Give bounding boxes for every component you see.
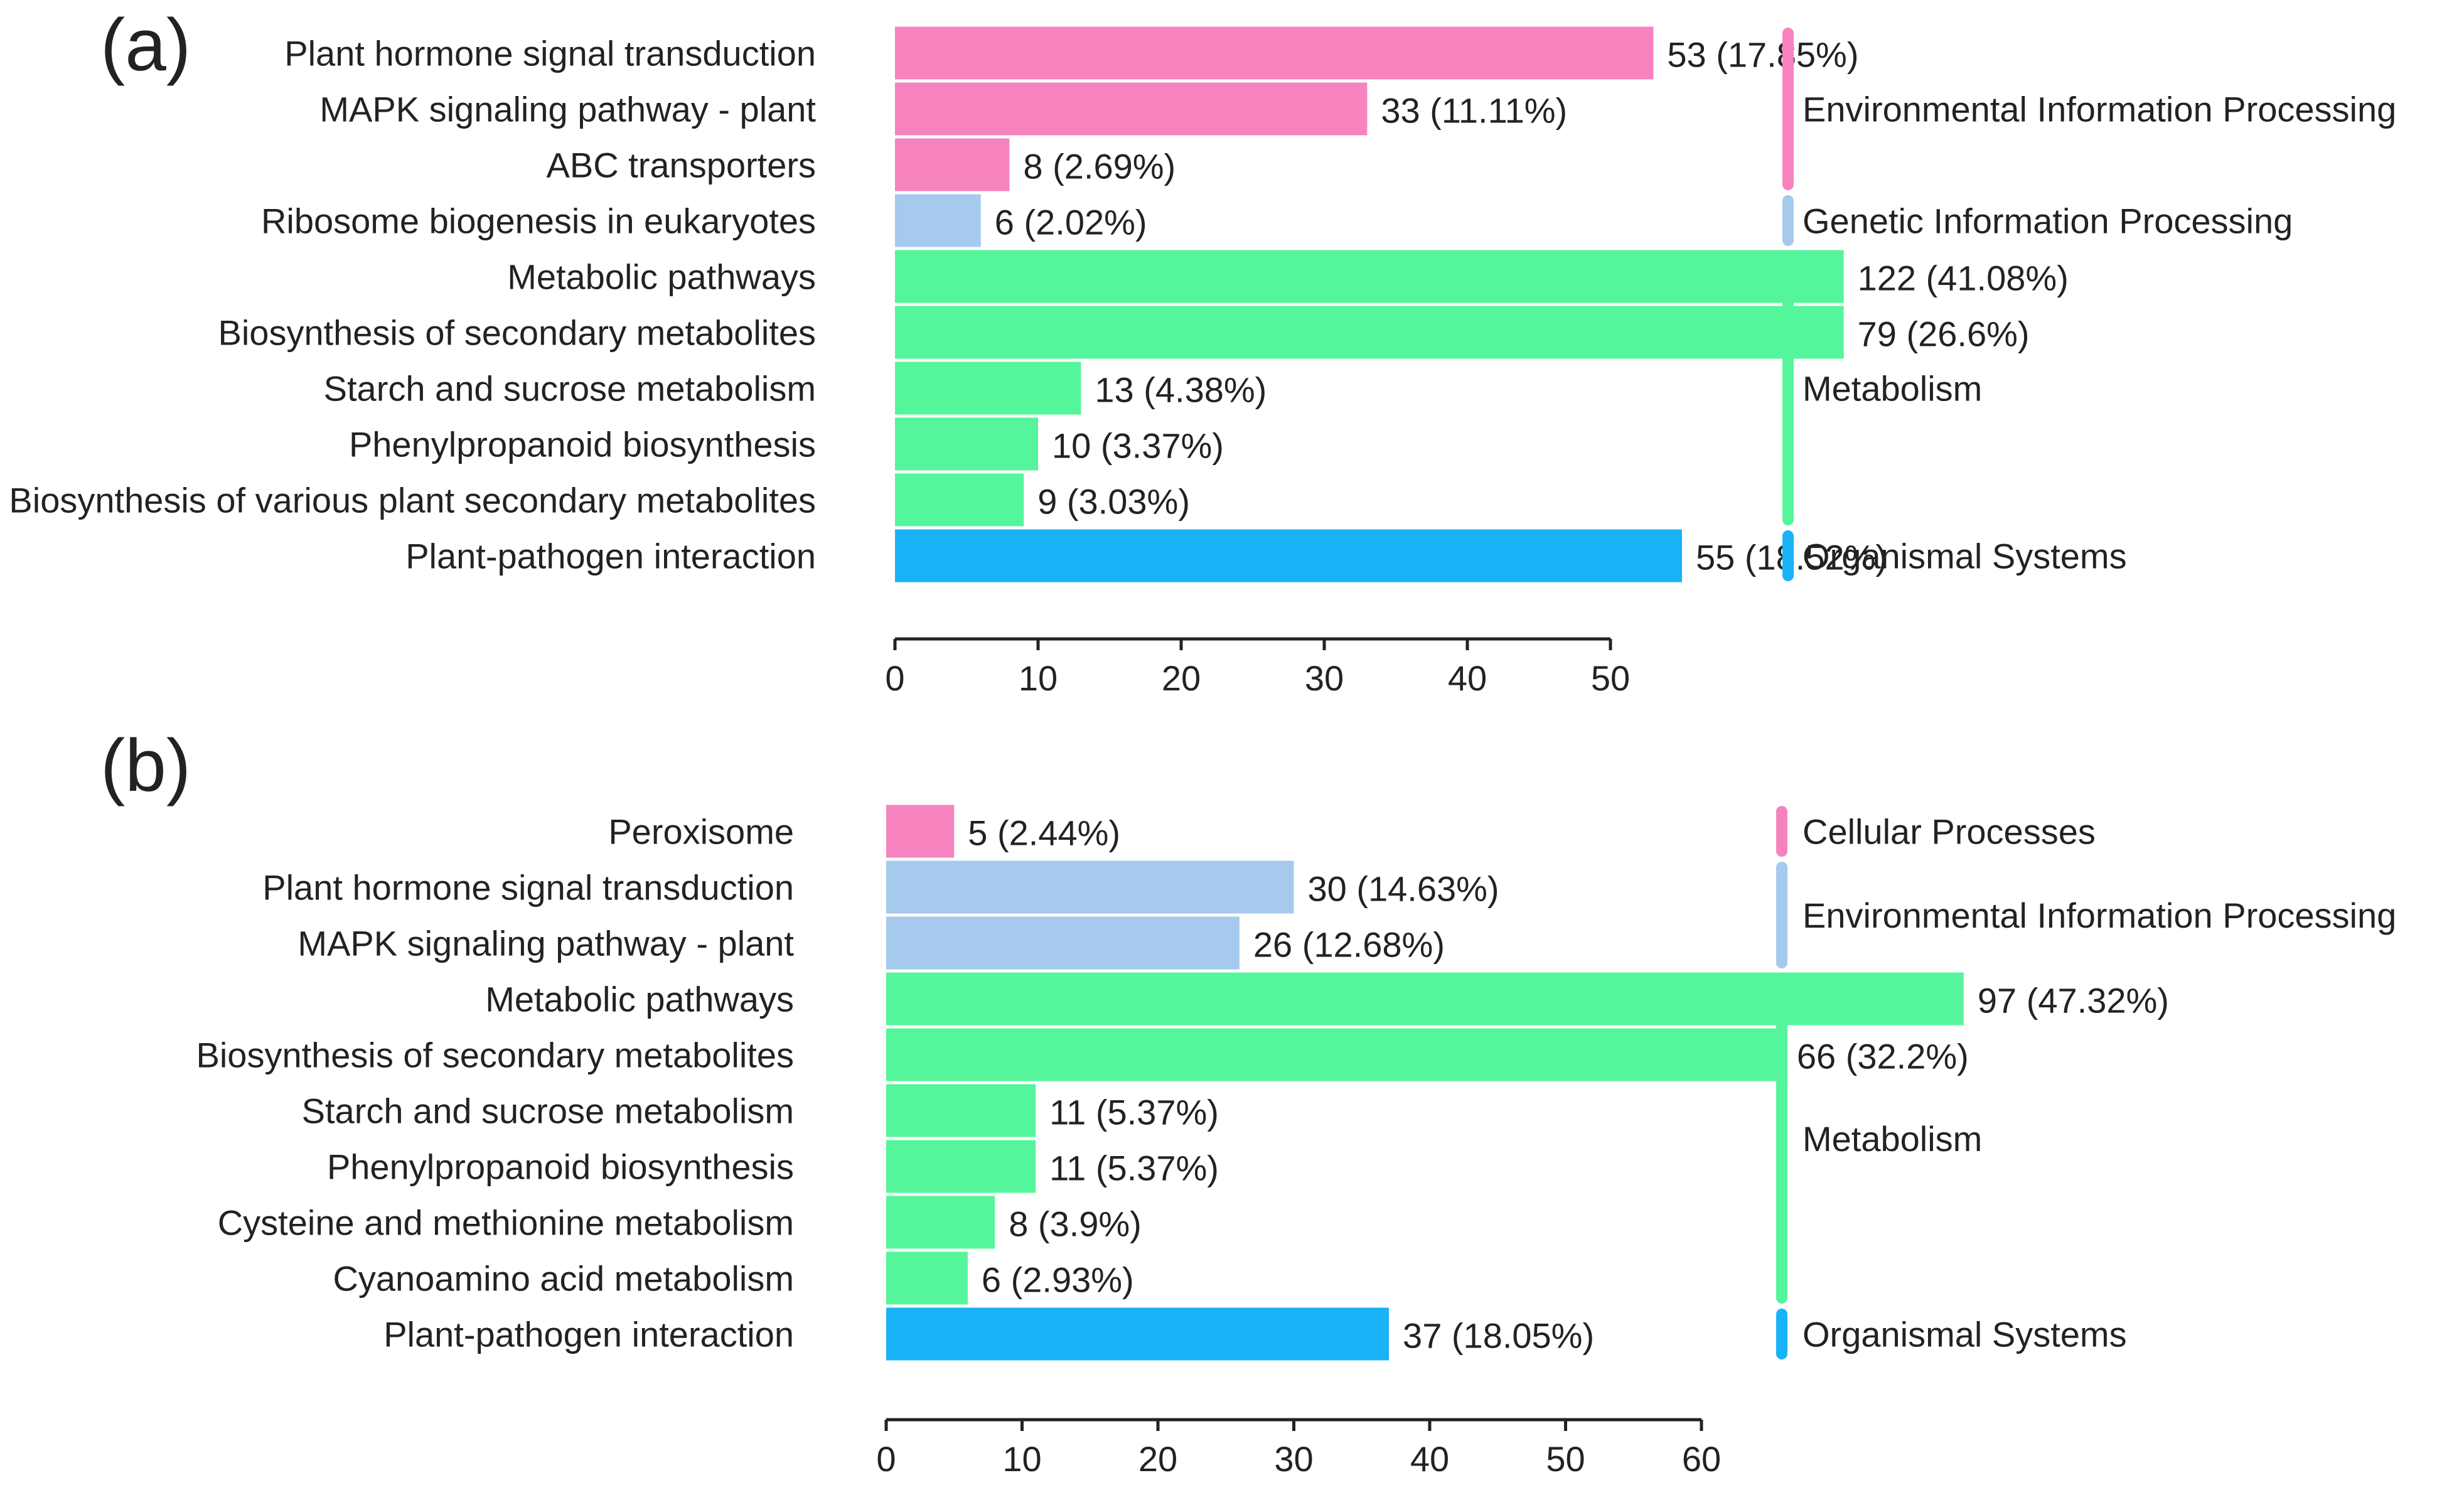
category-label: Starch and sucrose metabolism: [324, 369, 816, 409]
x-tick-label: 10: [1019, 658, 1058, 698]
value-label: 97 (47.32%): [1978, 981, 2169, 1021]
category-label: Plant hormone signal transduction: [284, 34, 816, 73]
x-tick-label: 30: [1274, 1439, 1313, 1479]
bar: [895, 306, 1844, 359]
bar: [895, 138, 1010, 191]
category-group-label: Environmental Information Processing: [1802, 896, 2396, 935]
value-label: 8 (3.9%): [1009, 1204, 1142, 1244]
category-group-bar: [1776, 862, 1787, 968]
bar: [895, 250, 1844, 303]
category-label: Metabolic pathways: [485, 980, 794, 1019]
x-tick-label: 60: [1682, 1439, 1721, 1479]
x-tick-label: 0: [876, 1439, 896, 1479]
value-label: 13 (4.38%): [1095, 370, 1267, 410]
category-label: Metabolic pathways: [507, 257, 816, 297]
x-tick-label: 40: [1410, 1439, 1449, 1479]
category-label: Starch and sucrose metabolism: [302, 1091, 794, 1131]
value-label: 11 (5.37%): [1049, 1149, 1219, 1188]
category-group-bar: [1782, 251, 1794, 525]
x-tick-label: 20: [1162, 658, 1201, 698]
value-label: 66 (32.2%): [1797, 1037, 1969, 1076]
category-group-bar: [1776, 1309, 1787, 1359]
bar: [886, 1196, 995, 1249]
x-tick-label: 20: [1138, 1439, 1177, 1479]
value-label: 122 (41.08%): [1858, 259, 2069, 298]
panel-label: (b): [100, 724, 191, 807]
bar: [895, 362, 1081, 415]
x-tick-label: 50: [1591, 658, 1630, 698]
category-group-label: Environmental Information Processing: [1802, 90, 2396, 129]
category-group-bar: [1776, 973, 1787, 1304]
category-group-bar: [1782, 28, 1794, 190]
category-label: MAPK signaling pathway - plant: [297, 924, 794, 963]
value-label: 37 (18.05%): [1403, 1316, 1594, 1356]
bar: [895, 82, 1368, 136]
bar: [886, 1307, 1390, 1361]
category-label: Peroxisome: [608, 812, 794, 852]
category-group-label: Organismal Systems: [1802, 537, 2127, 576]
category-label: ABC transporters: [547, 146, 817, 185]
value-label: 53 (17.85%): [1667, 35, 1858, 75]
panel-a-chart: (a) Plant hormone signal transduction 53 (…: [9, 4, 2396, 698]
value-label: 8 (2.69%): [1023, 147, 1176, 186]
bar: [886, 1028, 1783, 1081]
category-label: Plant-pathogen interaction: [383, 1315, 794, 1354]
bar: [895, 473, 1024, 527]
category-group-label: Cellular Processes: [1802, 812, 2096, 852]
category-label: Plant-pathogen interaction: [405, 537, 816, 576]
bar: [895, 26, 1654, 80]
x-tick-label: 40: [1448, 658, 1487, 698]
category-group-bar: [1782, 195, 1794, 246]
bar: [886, 805, 955, 858]
value-label: 10 (3.37%): [1052, 426, 1224, 466]
value-label: 6 (2.02%): [995, 203, 1147, 242]
bar: [895, 417, 1038, 471]
category-label: Biosynthesis of secondary metabolites: [218, 313, 817, 353]
category-label: Phenylpropanoid biosynthesis: [349, 425, 816, 464]
bar: [886, 916, 1240, 970]
category-label: Ribosome biogenesis in eukaryotes: [261, 201, 816, 241]
value-label: 33 (11.11%): [1381, 91, 1567, 131]
bar: [886, 972, 1964, 1026]
value-label: 11 (5.37%): [1049, 1093, 1219, 1132]
bar: [895, 529, 1682, 582]
bar: [886, 1251, 968, 1305]
x-tick-label: 0: [885, 658, 904, 698]
category-label: Phenylpropanoid biosynthesis: [327, 1147, 794, 1187]
category-label: Plant hormone signal transduction: [262, 868, 794, 908]
x-tick-label: 50: [1546, 1439, 1585, 1479]
category-label: Biosynthesis of various plant secondary …: [9, 481, 816, 520]
category-label: MAPK signaling pathway - plant: [319, 90, 816, 129]
category-label: Cyanoamino acid metabolism: [333, 1259, 794, 1299]
category-group-bar: [1776, 806, 1787, 857]
value-label: 9 (3.03%): [1037, 482, 1190, 522]
value-label: 30 (14.63%): [1308, 869, 1499, 909]
category-label: Cysteine and methionine metabolism: [218, 1203, 794, 1243]
value-label: 79 (26.6%): [1858, 314, 2030, 354]
value-label: 6 (2.93%): [982, 1260, 1134, 1300]
category-label: Biosynthesis of secondary metabolites: [196, 1036, 795, 1075]
category-group-label: Metabolism: [1802, 1119, 1982, 1159]
bar: [886, 1140, 1036, 1193]
category-group-bar: [1782, 530, 1794, 581]
category-group-label: Genetic Information Processing: [1802, 201, 2293, 241]
value-label: 5 (2.44%): [968, 813, 1120, 853]
bar: [886, 1084, 1036, 1137]
panel-b-chart: (b) Peroxisome 5 (2.44%) Plant hormone sign…: [100, 724, 2396, 1479]
category-group-label: Metabolism: [1802, 369, 1982, 409]
panel-label: (a): [100, 4, 191, 87]
x-tick-label: 30: [1305, 658, 1344, 698]
value-label: 26 (12.68%): [1253, 925, 1445, 965]
bar: [895, 194, 981, 247]
bar: [886, 860, 1294, 914]
category-group-label: Organismal Systems: [1802, 1315, 2127, 1354]
x-tick-label: 10: [1002, 1439, 1041, 1479]
